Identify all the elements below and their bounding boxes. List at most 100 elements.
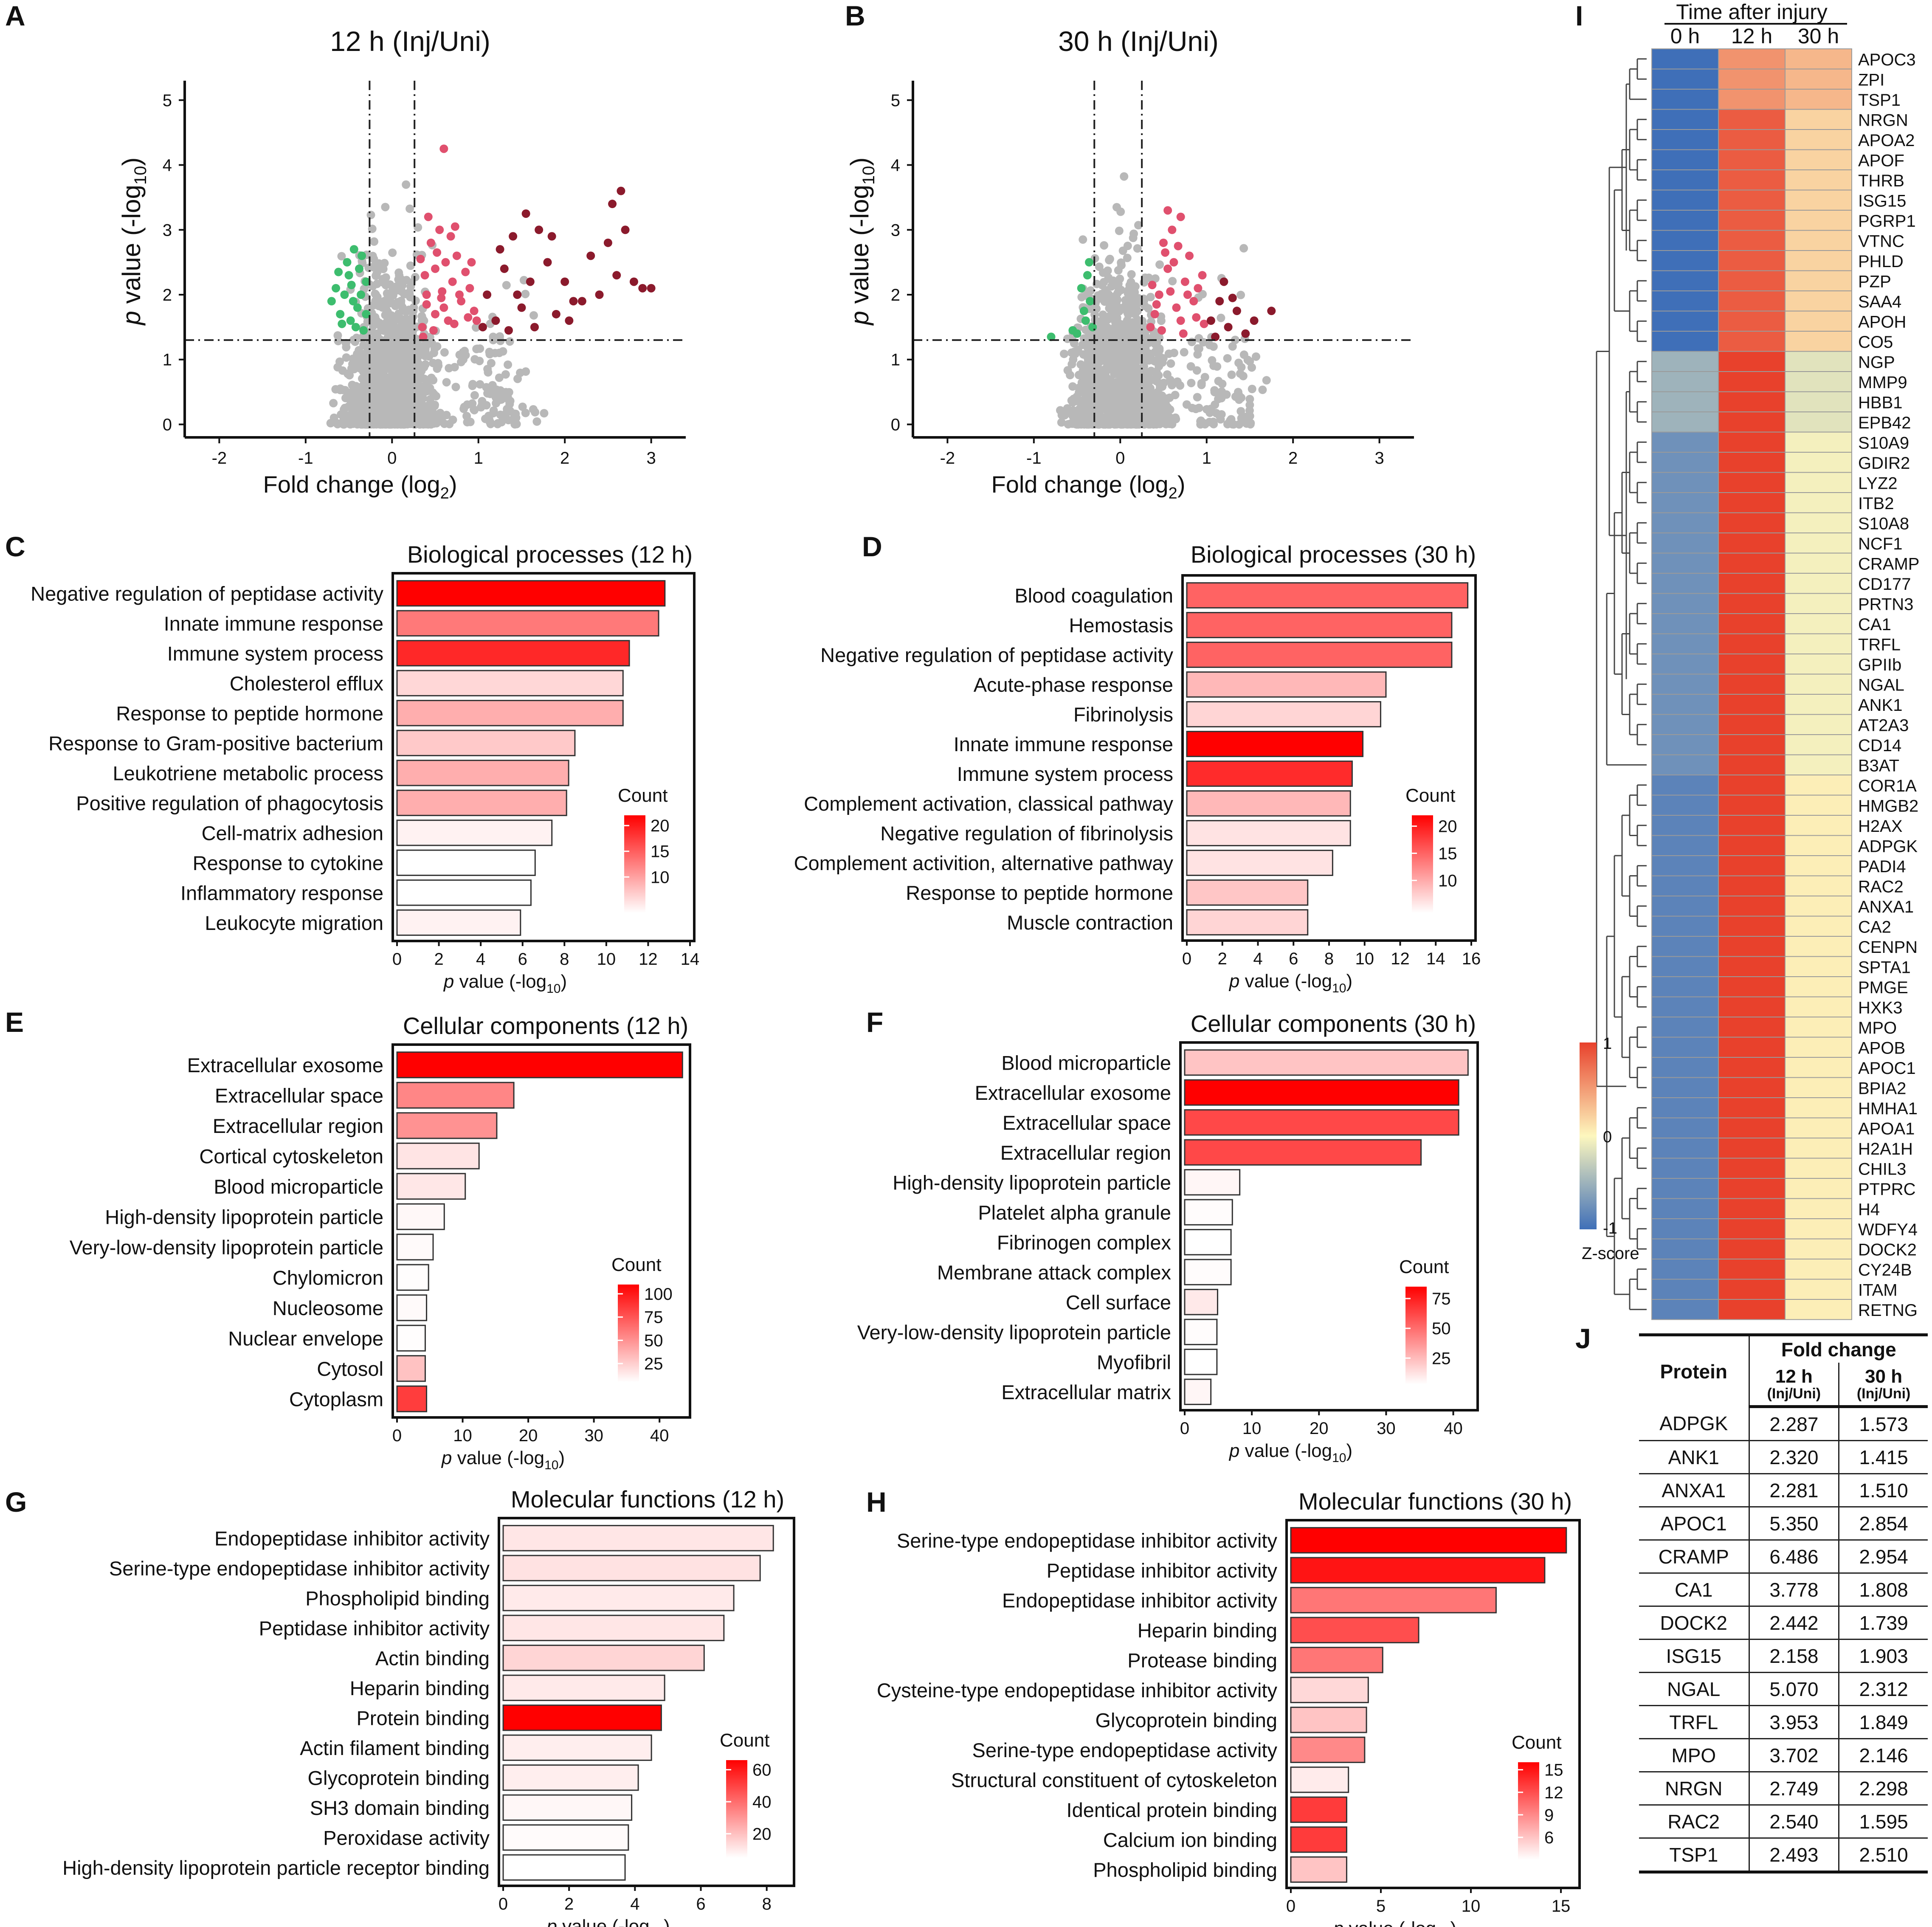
legend-tick-label: 15 [1544,1761,1563,1780]
ns-point [485,350,494,359]
point-up-small [1166,287,1175,296]
heatmap-cell [1785,996,1852,1017]
ns-point [372,341,381,350]
point-up-small [1148,281,1157,290]
heatmap-cell [1785,875,1852,896]
x-axis-label-end: ) [1346,1440,1352,1461]
heatmap-cell [1718,351,1786,372]
table-header-30h: 30 h (Inj/Uni) [1838,1363,1928,1408]
ns-point [1227,370,1236,379]
point-up-small [1198,271,1207,280]
x-axis-label: p value (-log10) [1228,1440,1352,1465]
table-body: ADPGK 2.287 1.573 ANK1 2.320 1.415 ANXA1 2.281 1… [1639,1406,1928,1873]
x-tick-label: 14 [681,950,700,969]
bar-category-label: Response to cytokine [193,852,383,874]
table-row: MPO 3.702 2.146 [1639,1738,1928,1772]
ns-point [361,349,370,358]
heatmap-cell [1718,109,1786,130]
heatmap-cell [1651,310,1719,332]
point-up-small [1163,264,1172,273]
heatmap-row-label: APOH [1858,313,1906,331]
ns-point [459,348,468,357]
bar [396,1234,434,1261]
panel-label-d: D [862,531,882,562]
bar-category-label: Cytoplasm [289,1388,383,1410]
heatmap-cell [1651,1279,1719,1300]
heatmap-cell [1785,1077,1852,1098]
ns-point [1079,235,1087,244]
legend-colorbar [618,1285,639,1382]
panel-label-e: E [5,1006,24,1038]
x-axis-label: p value (-log10) [1228,971,1352,995]
heatmap-cell [1718,1218,1786,1240]
point-up-small [439,144,448,153]
zscore-tick-label: 1 [1603,1035,1612,1053]
bar-category-label: Response to Gram-positive bacterium [48,732,383,755]
heatmap-cell [1718,794,1786,816]
y-axis-label-sub: 10 [131,166,150,185]
bar [1290,1676,1369,1703]
point-up-small [1152,300,1161,309]
x-tick-label: 6 [696,1895,705,1913]
table-cell-12h: 5.350 [1748,1507,1839,1541]
heatmap-cell [1785,775,1852,796]
ns-point [1194,403,1203,412]
point-up-small [452,251,461,260]
bar-category-label: Leukotriene metabolic process [113,762,383,784]
heatmap-cell [1785,855,1852,876]
heatmap-cell [1785,512,1852,533]
x-axis-label-sub: 10 [1332,1451,1346,1465]
bar-chart-title: Molecular functions (30 h) [1298,1488,1572,1515]
ns-point [1114,319,1123,328]
heatmap-cell [1785,714,1852,735]
x-axis-label-p: p [1228,971,1239,992]
volcano-plot-b: 30 h (Inj/Uni) -2 -1 0 1 2 3 0 1 2 3 4 5 Fold change … [845,25,1414,502]
ns-point [470,391,479,400]
heatmap-row-label: ANK1 [1858,696,1903,715]
heatmap-cell [1718,230,1786,251]
ns-point [383,392,392,400]
y-axis-label-p: p [117,311,146,326]
bar [396,760,569,786]
x-axis-label-main: value (-log [454,971,546,992]
ns-point [1142,355,1151,363]
bar [396,1355,426,1382]
ns-point [1110,364,1119,373]
point-up-large [500,264,509,273]
heatmap-cell [1651,654,1719,675]
point-up-large [1232,307,1241,316]
heatmap-cell [1718,1017,1786,1038]
heatmap-row-label: CENPN [1858,938,1918,957]
x-axis-label: Fold change (log2) [991,471,1186,502]
table-cell-30h: 2.146 [1838,1738,1928,1772]
ns-point [343,369,352,378]
y-axis-label: p value (-log10) [845,158,878,326]
ns-point [353,349,362,358]
x-tick-label: 3 [1374,449,1384,468]
x-tick-label: 14 [1426,949,1445,968]
heatmap-cell [1718,996,1786,1017]
point-up-small [448,277,457,286]
table-cell-30h: 2.312 [1838,1672,1928,1706]
heatmap-cell [1785,452,1852,473]
bar-category-label: Myofibril [1097,1351,1171,1373]
bar [1186,909,1309,935]
x-tick-label: 40 [1444,1419,1463,1438]
bar-category-label: Phospholipid binding [305,1587,490,1609]
ns-point [350,365,359,374]
bar-category-label: Complement activation, classical pathway [804,792,1173,815]
heatmap-cell [1785,896,1852,917]
x-tick-label: 0 [498,1895,508,1913]
heatmap-cell [1651,1077,1719,1098]
plot-frame [1285,1519,1581,1889]
ns-point [392,398,401,407]
heatmap-row-label: APOA1 [1858,1119,1915,1138]
heatmap-cell [1785,270,1852,291]
table-cell-protein: CRAMP [1639,1540,1749,1574]
ns-point [414,349,423,358]
point-up-large [478,323,487,332]
bar [1186,761,1353,787]
ns-point [1205,341,1214,349]
heatmap-row-label: GPIIb [1858,656,1901,674]
